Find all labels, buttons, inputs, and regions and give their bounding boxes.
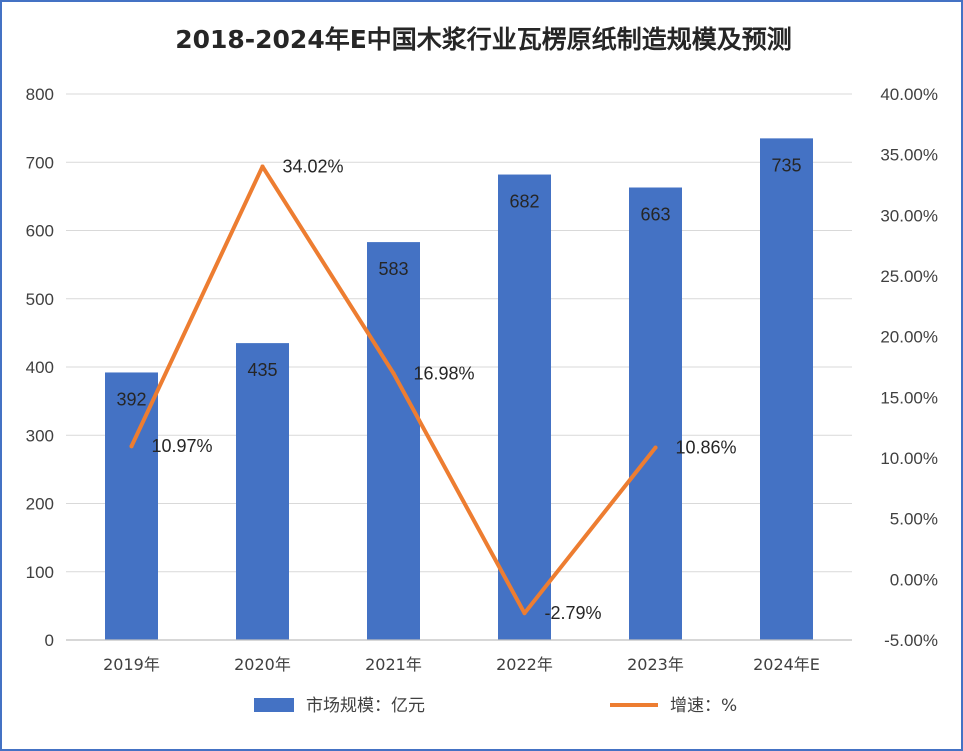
y-right-tick-label: 15.00% [880, 388, 938, 407]
line-data-label: -2.79% [545, 603, 602, 623]
x-tick-label: 2023年 [627, 655, 684, 674]
bar [498, 174, 551, 640]
bar-data-label: 583 [378, 259, 408, 279]
line-data-label: 10.97% [152, 436, 213, 456]
bar-data-label: 663 [640, 205, 670, 225]
line-data-label: 16.98% [414, 363, 475, 383]
growth-point [391, 371, 396, 376]
x-tick-label: 2024年E [753, 655, 820, 674]
growth-point [653, 445, 658, 450]
legend-bar-swatch [254, 698, 294, 712]
bar-data-label: 435 [247, 360, 277, 380]
y-right-tick-label: 5.00% [890, 510, 938, 529]
growth-point [129, 444, 134, 449]
x-tick-label: 2020年 [234, 655, 291, 674]
bar [629, 187, 682, 640]
bar-data-label: 682 [509, 192, 539, 212]
y-right-tick-label: 25.00% [880, 267, 938, 286]
bar [236, 343, 289, 640]
legend-bar-label: 市场规模：亿元 [306, 696, 425, 716]
bar-data-label: 735 [771, 155, 801, 175]
y-left-tick-label: 700 [26, 153, 54, 172]
chart-title: 2018-2024年E中国木浆行业瓦楞原纸制造规模及预测 [175, 25, 792, 54]
y-left-tick-label: 400 [26, 358, 54, 377]
growth-point [260, 164, 265, 169]
y-left-tick-label: 600 [26, 222, 54, 241]
legend-line-label: 增速：% [670, 696, 737, 716]
x-tick-label: 2019年 [103, 655, 160, 674]
y-left-tick-label: 200 [26, 495, 54, 514]
line-data-label: 34.02% [283, 157, 344, 177]
y-right-tick-label: 20.00% [880, 328, 938, 347]
growth-point [522, 611, 527, 616]
y-right-tick-label: 40.00% [880, 85, 938, 104]
bar [105, 372, 158, 640]
y-right-tick-label: 10.00% [880, 449, 938, 468]
y-right-tick-label: 30.00% [880, 206, 938, 225]
y-right-tick-label: -5.00% [884, 631, 938, 650]
y-left-tick-label: 0 [45, 631, 54, 650]
x-tick-label: 2021年 [365, 655, 422, 674]
bar [760, 138, 813, 641]
bar-data-label: 392 [116, 389, 146, 409]
y-left-tick-label: 100 [26, 563, 54, 582]
y-right-tick-label: 35.00% [880, 146, 938, 165]
y-left-tick-label: 300 [26, 426, 54, 445]
x-tick-label: 2022年 [496, 655, 553, 674]
line-data-label: 10.86% [676, 438, 737, 458]
y-left-tick-label: 500 [26, 290, 54, 309]
bar [367, 242, 420, 641]
y-left-tick-label: 800 [26, 85, 54, 104]
y-right-tick-label: 0.00% [890, 570, 938, 589]
